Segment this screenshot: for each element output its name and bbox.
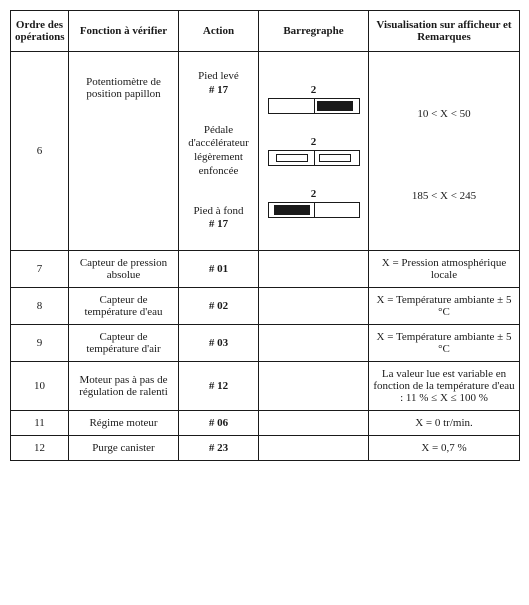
action-line: légèrement [194,151,243,163]
action-block: Pied levé # 17 [183,70,254,98]
header-ordre: Ordre des opérations [11,11,69,52]
cell-visu: X = 0 tr/min. [369,411,520,436]
bargraph: 2 [268,136,360,166]
bargraph-label: 2 [268,84,360,96]
cell-ordre: 12 [11,436,69,461]
action-code: # 23 [209,442,228,454]
table-row: 9 Capteur de température d'air # 03 X = … [11,325,520,362]
cell-ordre: 9 [11,325,69,362]
cell-ordre: 11 [11,411,69,436]
table-row: 12 Purge canister # 23 X = 0,7 % [11,436,520,461]
cell-ordre: 7 [11,251,69,288]
cell-bargraph: 2 2 2 [259,52,369,251]
cell-visu: La valeur lue est variable en fonction d… [369,362,520,411]
cell-fonction: Régime moteur [69,411,179,436]
cell-bargraph [259,251,369,288]
table-row: 11 Régime moteur # 06 X = 0 tr/min. [11,411,520,436]
cell-fonction: Capteur de température d'air [69,325,179,362]
action-code: # 17 [209,218,228,230]
cell-action: # 23 [179,436,259,461]
header-barre: Barregraphe [259,11,369,52]
cell-action: # 02 [179,288,259,325]
cell-action: # 03 [179,325,259,362]
cell-fonction: Potentiomètre de position papillon [69,52,179,251]
table-row: 8 Capteur de température d'eau # 02 X = … [11,288,520,325]
cell-fonction: Purge canister [69,436,179,461]
cell-fonction: Capteur de pression absolue [69,251,179,288]
cell-action: Pied levé # 17 Pédale d'accélérateur lég… [179,52,259,251]
cell-bargraph [259,325,369,362]
header-action: Action [179,11,259,52]
bargraph-box [268,150,360,166]
header-visu: Visualisation sur afficheur et Remarques [369,11,520,52]
cell-action: # 12 [179,362,259,411]
action-code: # 06 [209,417,228,429]
header-fonction: Fonction à vérifier [69,11,179,52]
cell-bargraph [259,411,369,436]
cell-visu: X = Température ambiante ± 5 °C [369,325,520,362]
bargraph-label: 2 [268,136,360,148]
bargraph-box [268,202,360,218]
cell-bargraph [259,288,369,325]
diagnostic-table: Ordre des opérations Fonction à vérifier… [10,10,520,461]
table-row: 7 Capteur de pression absolue # 01 X = P… [11,251,520,288]
cell-visu: X = 0,7 % [369,436,520,461]
cell-action: # 01 [179,251,259,288]
bargraph: 2 [268,188,360,218]
cell-ordre: 6 [11,52,69,251]
action-block: Pied à fond # 17 [183,205,254,233]
action-code: # 17 [209,84,228,96]
cell-action: # 06 [179,411,259,436]
cell-visu: 10 < X < 50 185 < X < 245 [369,52,520,251]
cell-visu: X = Pression atmosphérique locale [369,251,520,288]
cell-fonction: Capteur de température d'eau [69,288,179,325]
action-code: # 01 [209,263,228,275]
cell-visu: X = Température ambiante ± 5 °C [369,288,520,325]
action-code: # 03 [209,337,228,349]
action-line: Pied à fond [193,205,243,217]
action-code: # 12 [209,380,228,392]
visu-text: 10 < X < 50 [373,108,515,120]
cell-bargraph [259,362,369,411]
action-code: # 02 [209,300,228,312]
action-line: d'accélérateur [188,137,249,149]
bargraph-label: 2 [268,188,360,200]
bargraph-box [268,98,360,114]
visu-text: 185 < X < 245 [373,190,515,202]
header-row: Ordre des opérations Fonction à vérifier… [11,11,520,52]
table-row: 10 Moteur pas à pas de régulation de ral… [11,362,520,411]
action-line: Pied levé [198,70,239,82]
action-block: Pédale d'accélérateur légèrement enfoncé… [183,124,254,179]
cell-ordre: 10 [11,362,69,411]
action-line: enfoncée [199,165,239,177]
cell-ordre: 8 [11,288,69,325]
table-row: 6 Potentiomètre de position papillon Pie… [11,52,520,251]
action-line: Pédale [204,124,233,136]
cell-bargraph [259,436,369,461]
cell-fonction: Moteur pas à pas de régulation de ralent… [69,362,179,411]
bargraph: 2 [268,84,360,114]
